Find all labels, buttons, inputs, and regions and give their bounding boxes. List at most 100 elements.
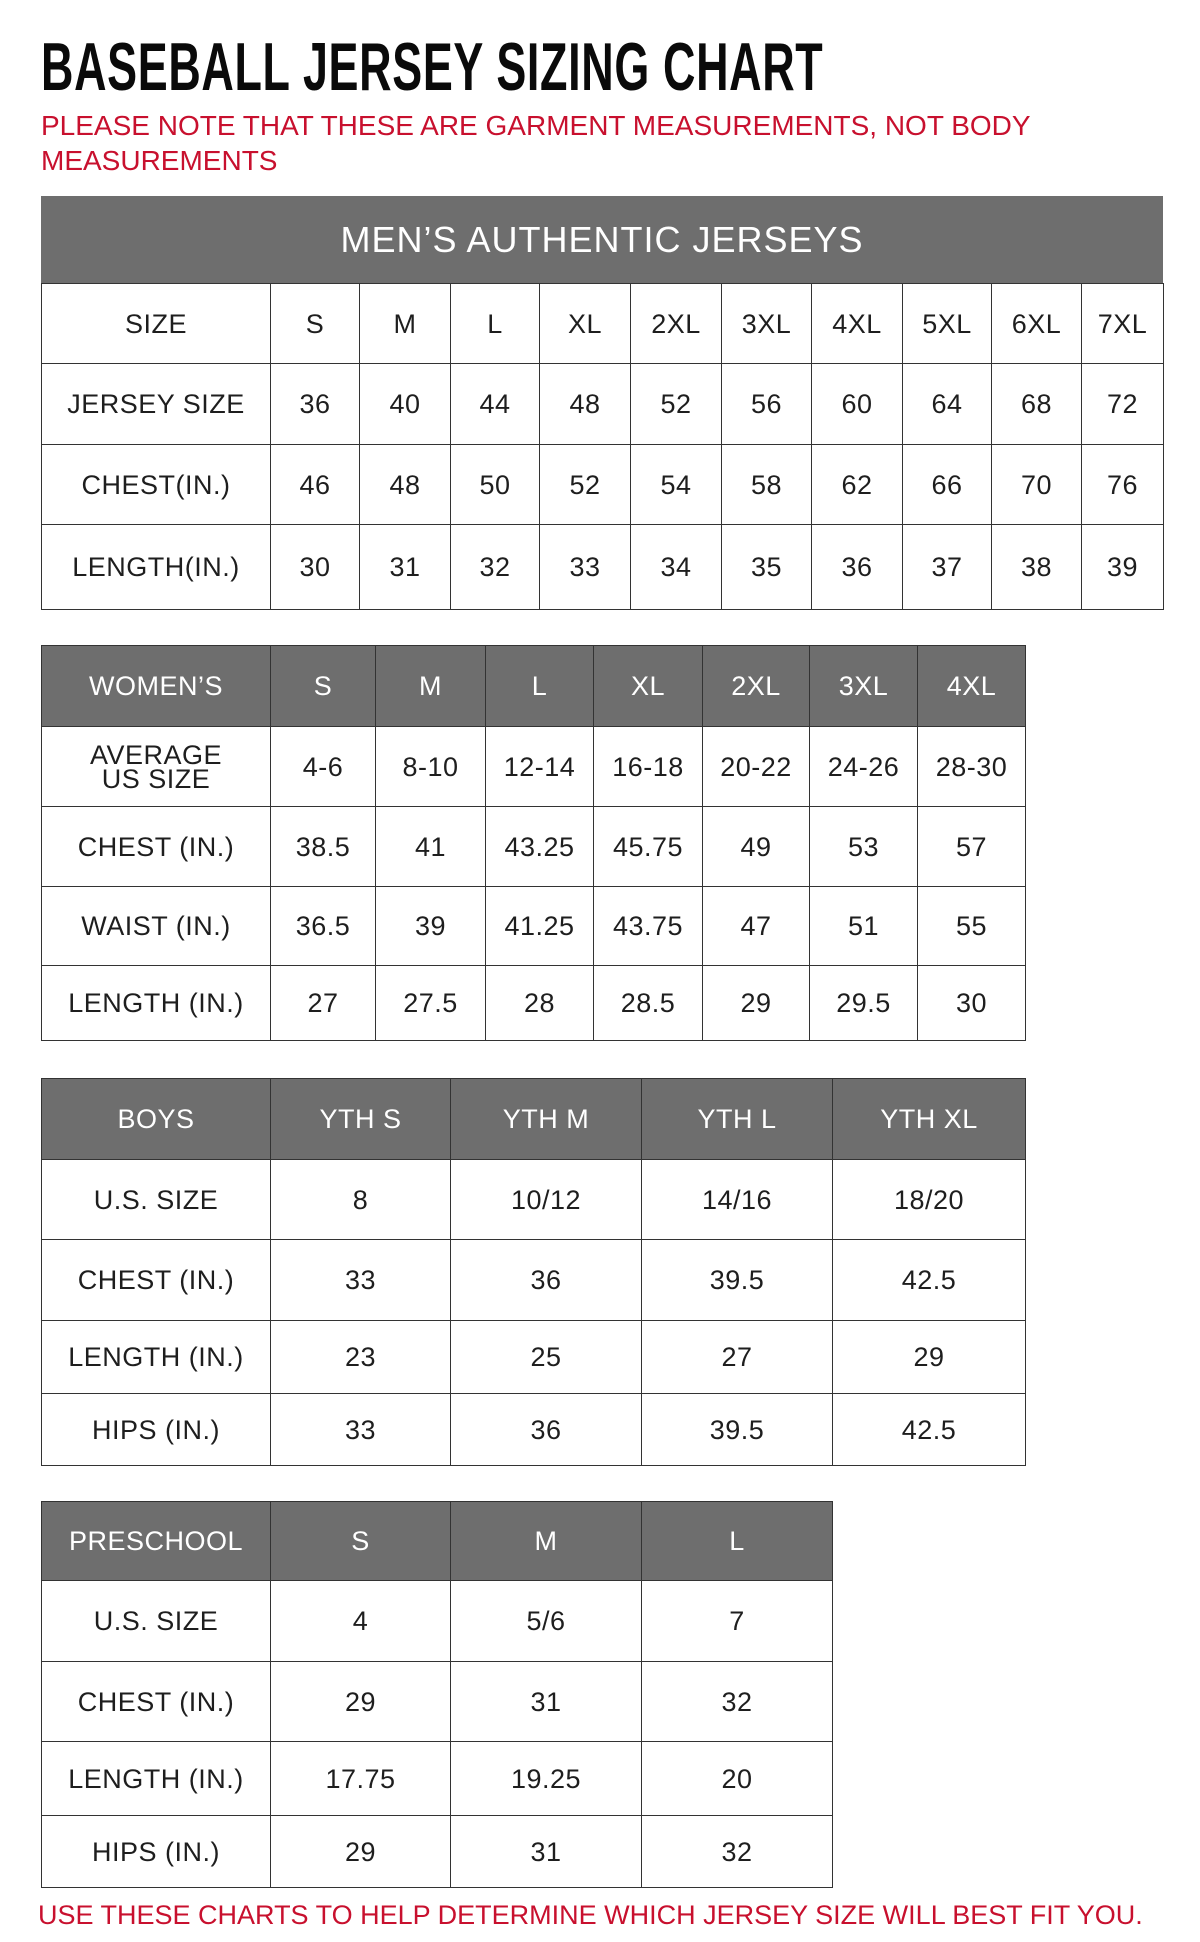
preschool-size-table: PRESCHOOL S M L U.S. SIZE 4 5/6 7 CHEST (IN.) 29 3… xyxy=(41,1501,833,1888)
table-cell: 62 xyxy=(811,444,903,525)
table-row: JERSEY SIZE 36 40 44 48 52 56 60 64 68 72 xyxy=(41,363,1164,445)
table-label: PRESCHOOL xyxy=(41,1501,271,1581)
table-cell: 40 xyxy=(359,363,451,445)
womens-size-table: WOMEN’S S M L XL 2XL 3XL 4XL AVERAGE US SIZE 4-6 8… xyxy=(41,645,1026,1041)
row-label: LENGTH(IN.) xyxy=(41,524,271,610)
table-cell: 52 xyxy=(630,363,722,445)
row-label: WAIST (IN.) xyxy=(41,886,271,966)
table-row: LENGTH (IN.) 23 25 27 29 xyxy=(41,1320,1026,1394)
row-label: AVERAGE US SIZE xyxy=(41,726,271,807)
table-cell: 68 xyxy=(991,363,1082,445)
table-cell: 28-30 xyxy=(917,726,1026,807)
table-cell: 24-26 xyxy=(809,726,918,807)
header-row: PRESCHOOL S M L xyxy=(41,1501,833,1581)
table-cell: 27.5 xyxy=(375,965,486,1041)
size-header: YTH M xyxy=(450,1078,642,1160)
row-label: U.S. SIZE xyxy=(41,1580,271,1662)
table-row: CHEST(IN.) 46 48 50 52 54 58 62 66 70 76 xyxy=(41,444,1164,525)
table-cell: 38.5 xyxy=(270,806,376,887)
table-row: LENGTH (IN.) 17.75 19.25 20 xyxy=(41,1741,833,1816)
table-cell: 5/6 xyxy=(450,1580,642,1662)
table-cell: 36.5 xyxy=(270,886,376,966)
size-header: S xyxy=(270,645,376,727)
table-cell: 29 xyxy=(702,965,810,1041)
table-cell: 64 xyxy=(902,363,992,445)
table-cell: 34 xyxy=(630,524,722,610)
table-cell: 60 xyxy=(811,363,903,445)
header-row: WOMEN’S S M L XL 2XL 3XL 4XL xyxy=(41,645,1026,727)
table-cell: 18/20 xyxy=(832,1159,1026,1240)
size-header: S xyxy=(270,1501,451,1581)
table-cell: 36 xyxy=(450,1393,642,1466)
table-cell: 23 xyxy=(270,1320,451,1394)
table-row: HIPS (IN.) 29 31 32 xyxy=(41,1815,833,1888)
table-row: HIPS (IN.) 33 36 39.5 42.5 xyxy=(41,1393,1026,1466)
size-header: M xyxy=(375,645,486,727)
table-row: U.S. SIZE 4 5/6 7 xyxy=(41,1580,833,1662)
table-row: CHEST (IN.) 29 31 32 xyxy=(41,1661,833,1742)
row-label: JERSEY SIZE xyxy=(41,363,271,445)
size-header: 4XL xyxy=(917,645,1026,727)
table-cell: 43.75 xyxy=(593,886,703,966)
table-cell: 5XL xyxy=(902,283,992,364)
table-cell: 14/16 xyxy=(641,1159,833,1240)
table-row: CHEST (IN.) 38.5 41 43.25 45.75 49 53 57 xyxy=(41,806,1026,887)
table-cell: 27 xyxy=(641,1320,833,1394)
table-cell: 4-6 xyxy=(270,726,376,807)
table-cell: 41 xyxy=(375,806,486,887)
table-cell: 31 xyxy=(450,1815,642,1888)
row-label: CHEST (IN.) xyxy=(41,1239,271,1321)
table-cell: 42.5 xyxy=(832,1239,1026,1321)
table-cell: 28.5 xyxy=(593,965,703,1041)
table-cell: 4XL xyxy=(811,283,903,364)
table-cell: 30 xyxy=(270,524,360,610)
row-label: HIPS (IN.) xyxy=(41,1815,271,1888)
table-cell: 37 xyxy=(902,524,992,610)
table-cell: 33 xyxy=(270,1393,451,1466)
table-cell: 25 xyxy=(450,1320,642,1394)
page-title: BASEBALL JERSEY SIZING CHART xyxy=(41,29,824,105)
table-cell: 28 xyxy=(485,965,594,1041)
table-row: AVERAGE US SIZE 4-6 8-10 12-14 16-18 20-22 24-… xyxy=(41,726,1026,807)
row-label: CHEST (IN.) xyxy=(41,1661,271,1742)
size-header: YTH L xyxy=(641,1078,833,1160)
table-cell: 33 xyxy=(539,524,631,610)
table-cell: 33 xyxy=(270,1239,451,1321)
table-cell: 39.5 xyxy=(641,1393,833,1466)
row-label: LENGTH (IN.) xyxy=(41,965,271,1041)
size-header: L xyxy=(641,1501,833,1581)
table-cell: 29 xyxy=(270,1815,451,1888)
table-cell: XL xyxy=(539,283,631,364)
table-row: LENGTH (IN.) 27 27.5 28 28.5 29 29.5 30 xyxy=(41,965,1026,1041)
table-cell: 42.5 xyxy=(832,1393,1026,1466)
table-label: WOMEN’S xyxy=(41,645,271,727)
table-cell: 2XL xyxy=(630,283,722,364)
mens-size-table: SIZE S M L XL 2XL 3XL 4XL 5XL 6XL 7XL JERSEY SIZE 36… xyxy=(41,283,1164,610)
table-cell: 44 xyxy=(450,363,540,445)
table-cell: 58 xyxy=(721,444,812,525)
table-cell: 29 xyxy=(832,1320,1026,1394)
table-cell: S xyxy=(270,283,360,364)
table-cell: 30 xyxy=(917,965,1026,1041)
row-label: LENGTH (IN.) xyxy=(41,1741,271,1816)
table-cell: 32 xyxy=(450,524,540,610)
size-header: YTH S xyxy=(270,1078,451,1160)
table-cell: 53 xyxy=(809,806,918,887)
table-cell: 4 xyxy=(270,1580,451,1662)
table-cell: 16-18 xyxy=(593,726,703,807)
table-cell: 36 xyxy=(450,1239,642,1321)
table-cell: 50 xyxy=(450,444,540,525)
table-cell: 56 xyxy=(721,363,812,445)
table-cell: 72 xyxy=(1081,363,1164,445)
table-cell: 35 xyxy=(721,524,812,610)
size-header: 2XL xyxy=(702,645,810,727)
table-row: WAIST (IN.) 36.5 39 41.25 43.75 47 51 55 xyxy=(41,886,1026,966)
table-cell: 46 xyxy=(270,444,360,525)
table-row: U.S. SIZE 8 10/12 14/16 18/20 xyxy=(41,1159,1026,1240)
table-row: CHEST (IN.) 33 36 39.5 42.5 xyxy=(41,1239,1026,1321)
table-cell: 17.75 xyxy=(270,1741,451,1816)
row-label: CHEST(IN.) xyxy=(41,444,271,525)
table-cell: 55 xyxy=(917,886,1026,966)
table-cell: 6XL xyxy=(991,283,1082,364)
table-cell: 39 xyxy=(375,886,486,966)
